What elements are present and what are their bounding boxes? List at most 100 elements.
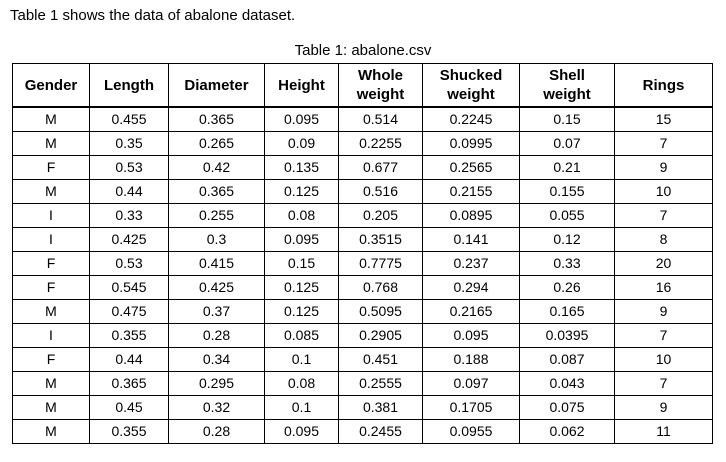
table-cell-shell-weight: 0.33 <box>519 251 615 276</box>
table-cell-whole-weight: 0.516 <box>338 179 423 204</box>
table-cell-shell-weight: 0.075 <box>519 395 615 420</box>
table-cell-whole-weight: 0.514 <box>338 106 423 132</box>
column-header-label: weight <box>447 86 495 103</box>
table-cell-diameter: 0.415 <box>168 251 265 276</box>
column-header-label: Diameter <box>184 76 249 94</box>
table-cell-shell-weight: 0.15 <box>519 106 615 132</box>
table-cell-height: 0.125 <box>264 299 339 324</box>
table-cell-shucked-weight: 0.2245 <box>422 106 520 132</box>
column-header-shucked-weight: Shucked weight <box>422 63 520 108</box>
table-cell-shucked-weight: 0.097 <box>422 371 520 396</box>
column-header-label: Whole <box>358 67 403 84</box>
table-cell-diameter: 0.255 <box>168 203 265 228</box>
table-cell-diameter: 0.425 <box>168 275 265 300</box>
table-cell-length: 0.475 <box>89 299 169 324</box>
table-caption: Table 1: abalone.csv <box>294 42 432 59</box>
table-cell-whole-weight: 0.3515 <box>338 227 423 252</box>
table-cell-shell-weight: 0.12 <box>519 227 615 252</box>
column-header-diameter: Diameter <box>168 63 265 108</box>
table-cell-gender: M <box>12 179 90 204</box>
table-row: F 0.53 0.415 0.15 0.7775 0.237 0.33 20 <box>12 251 713 276</box>
table-cell-length: 0.455 <box>89 106 169 132</box>
table-cell-rings: 15 <box>614 106 713 132</box>
table-cell-shucked-weight: 0.188 <box>422 347 520 372</box>
table-cell-shell-weight: 0.087 <box>519 347 615 372</box>
abalone-table: Gender Length Diameter Height Whole weight Shu… <box>12 63 713 444</box>
table-cell-shell-weight: 0.21 <box>519 155 615 180</box>
column-header-whole-weight: Whole weight <box>338 63 423 108</box>
table-cell-rings: 8 <box>614 227 713 252</box>
column-header-gender: Gender <box>12 63 90 108</box>
table-cell-gender: F <box>12 251 90 276</box>
table-cell-shucked-weight: 0.141 <box>422 227 520 252</box>
table-cell-length: 0.355 <box>89 323 169 348</box>
table-cell-height: 0.085 <box>264 323 339 348</box>
table-row: I 0.355 0.28 0.085 0.2905 0.095 0.0395 7 <box>12 323 713 348</box>
table-cell-shell-weight: 0.062 <box>519 419 615 444</box>
table-cell-rings: 7 <box>614 371 713 396</box>
table-cell-height: 0.095 <box>264 227 339 252</box>
column-header-label: Shell <box>549 67 585 84</box>
table-cell-gender: I <box>12 203 90 228</box>
column-header-label: Length <box>104 76 154 94</box>
table-row: I 0.33 0.255 0.08 0.205 0.0895 0.055 7 <box>12 203 713 228</box>
table-cell-gender: F <box>12 275 90 300</box>
table-cell-height: 0.08 <box>264 371 339 396</box>
table-cell-height: 0.1 <box>264 395 339 420</box>
table-cell-gender: M <box>12 395 90 420</box>
table-cell-whole-weight: 0.768 <box>338 275 423 300</box>
table-cell-gender: M <box>12 371 90 396</box>
table-cell-gender: I <box>12 323 90 348</box>
table-cell-length: 0.35 <box>89 131 169 156</box>
table-cell-diameter: 0.34 <box>168 347 265 372</box>
table-cell-whole-weight: 0.5095 <box>338 299 423 324</box>
table-cell-length: 0.44 <box>89 179 169 204</box>
table-cell-whole-weight: 0.2905 <box>338 323 423 348</box>
table-cell-shell-weight: 0.155 <box>519 179 615 204</box>
table-cell-height: 0.08 <box>264 203 339 228</box>
table-cell-diameter: 0.32 <box>168 395 265 420</box>
table-cell-length: 0.545 <box>89 275 169 300</box>
table-cell-rings: 7 <box>614 323 713 348</box>
table-cell-whole-weight: 0.677 <box>338 155 423 180</box>
table-cell-whole-weight: 0.451 <box>338 347 423 372</box>
table-cell-diameter: 0.295 <box>168 371 265 396</box>
table-cell-rings: 9 <box>614 155 713 180</box>
table-cell-length: 0.33 <box>89 203 169 228</box>
column-header-label: Shucked <box>439 67 503 84</box>
table-row: M 0.365 0.295 0.08 0.2555 0.097 0.043 7 <box>12 371 713 396</box>
column-header-shell-weight: Shell weight <box>519 63 615 108</box>
intro-text: Table 1 shows the data of abalone datase… <box>10 7 296 24</box>
table-cell-shucked-weight: 0.1705 <box>422 395 520 420</box>
table-cell-height: 0.1 <box>264 347 339 372</box>
table-cell-rings: 9 <box>614 395 713 420</box>
table-cell-rings: 10 <box>614 179 713 204</box>
table-cell-length: 0.365 <box>89 371 169 396</box>
table-cell-shucked-weight: 0.0955 <box>422 419 520 444</box>
table-header-row: Gender Length Diameter Height Whole weight Shu… <box>12 63 713 108</box>
table-cell-shucked-weight: 0.2155 <box>422 179 520 204</box>
table-body: M 0.455 0.365 0.095 0.514 0.2245 0.15 15 M 0.35 0.… <box>12 106 713 444</box>
table-cell-height: 0.095 <box>264 419 339 444</box>
table-cell-shell-weight: 0.0395 <box>519 323 615 348</box>
table-cell-diameter: 0.42 <box>168 155 265 180</box>
table-cell-diameter: 0.365 <box>168 106 265 132</box>
table-cell-whole-weight: 0.381 <box>338 395 423 420</box>
table-cell-gender: M <box>12 419 90 444</box>
table-cell-shucked-weight: 0.2165 <box>422 299 520 324</box>
table-row: F 0.44 0.34 0.1 0.451 0.188 0.087 10 <box>12 347 713 372</box>
column-header-length: Length <box>89 63 169 108</box>
table-cell-rings: 9 <box>614 299 713 324</box>
table-row: M 0.35 0.265 0.09 0.2255 0.0995 0.07 7 <box>12 131 713 156</box>
table-row: I 0.425 0.3 0.095 0.3515 0.141 0.12 8 <box>12 227 713 252</box>
table-cell-gender: I <box>12 227 90 252</box>
table-cell-shucked-weight: 0.237 <box>422 251 520 276</box>
column-header-rings: Rings <box>614 63 713 108</box>
column-header-label: weight <box>356 86 405 103</box>
table-cell-whole-weight: 0.2555 <box>338 371 423 396</box>
table-cell-shucked-weight: 0.0895 <box>422 203 520 228</box>
table-cell-height: 0.125 <box>264 179 339 204</box>
table-cell-whole-weight: 0.205 <box>338 203 423 228</box>
table-row: M 0.44 0.365 0.125 0.516 0.2155 0.155 10 <box>12 179 713 204</box>
table-row: M 0.455 0.365 0.095 0.514 0.2245 0.15 15 <box>12 106 713 132</box>
